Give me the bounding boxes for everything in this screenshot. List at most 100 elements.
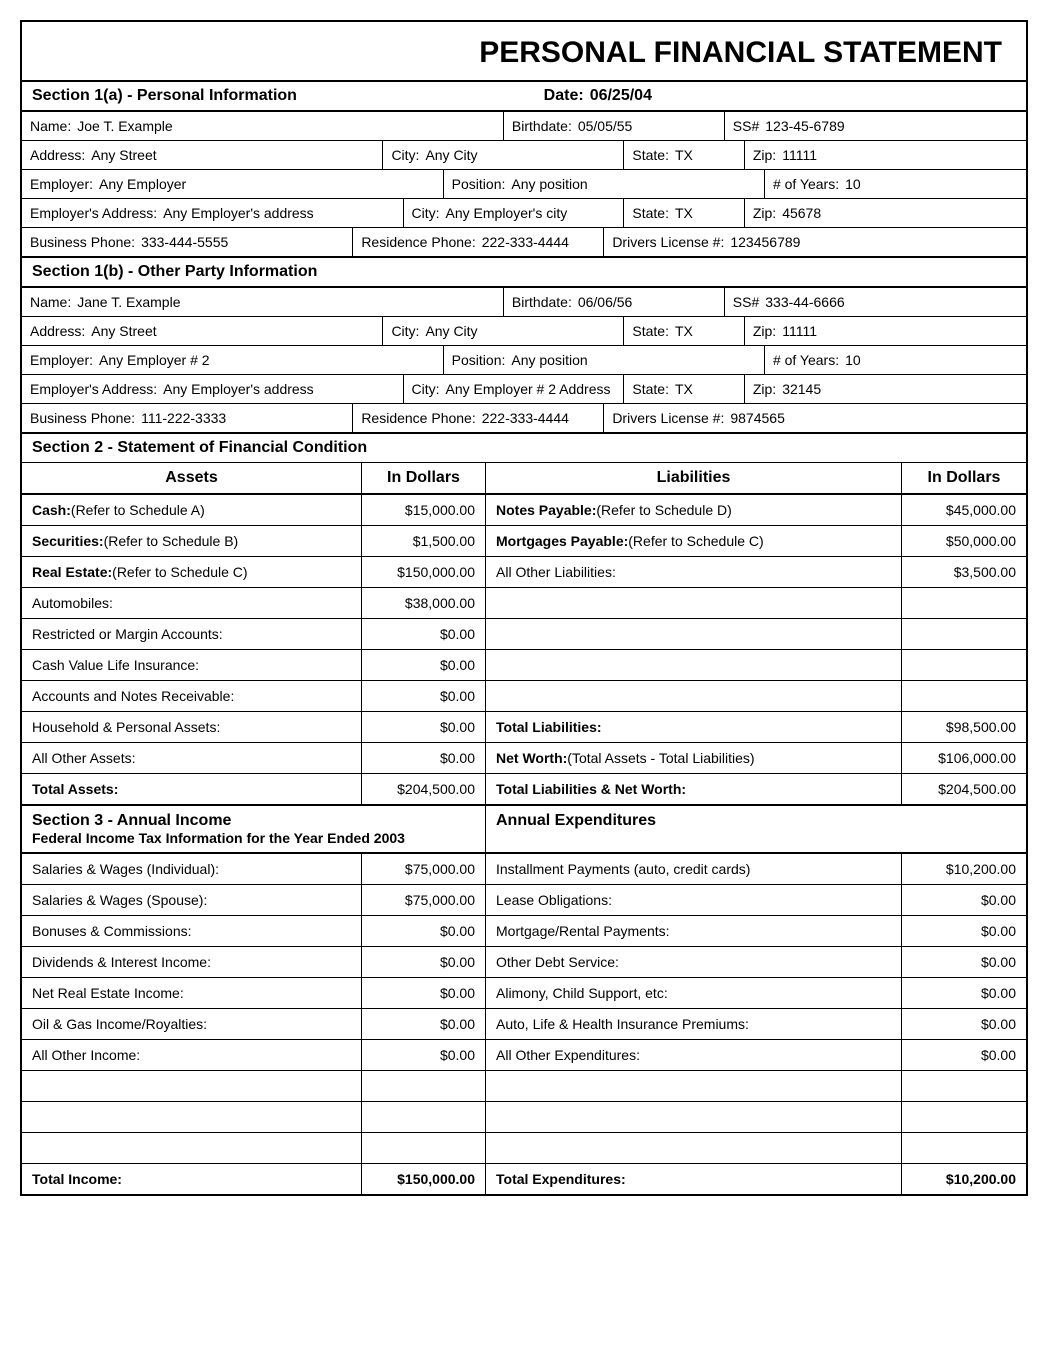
liability-label: Mortgages Payable: (Refer to Schedule C) [486,526,902,556]
pos-label: Position: [452,352,506,368]
income-amount: $0.00 [362,947,486,977]
col-in-dollars: In Dollars [362,463,486,493]
birth-label: Birthdate: [512,294,572,310]
financial-statement: PERSONAL FINANCIAL STATEMENT Section 1(a… [20,20,1028,1196]
section-3-header: Section 3 - Annual Income Federal Income… [22,806,1026,854]
ss-value: 333-44-6666 [765,294,844,310]
liability-amount: $98,500.00 [902,712,1026,742]
yrs-value: 10 [845,176,861,192]
dl-value: 9874565 [730,410,785,426]
s1a-employer-row: Employer:Any Employer Position:Any posit… [22,170,1026,199]
section-2-body: Cash: (Refer to Schedule A)$15,000.00Not… [22,495,1026,774]
col-assets: Assets [22,463,362,493]
asset-label: All Other Assets: [22,743,362,773]
asset-label: Securities: (Refer to Schedule B) [22,526,362,556]
expenditure-label: Auto, Life & Health Insurance Premiums: [486,1009,902,1039]
section-1a-header: Section 1(a) - Personal Information Date… [22,82,1026,112]
table-row: Accounts and Notes Receivable:$0.00 [22,681,1026,712]
liability-amount: $3,500.00 [902,557,1026,587]
table-row: Cash: (Refer to Schedule A)$15,000.00Not… [22,495,1026,526]
table-row: Salaries & Wages (Spouse):$75,000.00Leas… [22,885,1026,916]
city-label: City: [391,147,419,163]
state-value: TX [675,147,693,163]
total-liab-value: $204,500.00 [902,774,1026,804]
expenditure-label: All Other Expenditures: [486,1040,902,1070]
total-liab-label: Total Liabilities & Net Worth: [486,774,902,804]
yrs-label: # of Years: [773,176,839,192]
liability-label [486,619,902,649]
zip-label: Zip: [753,323,776,339]
table-row: Securities: (Refer to Schedule B)$1,500.… [22,526,1026,557]
addr-value: Any Street [91,323,156,339]
yrs-value: 10 [845,352,861,368]
expenditure-amount [902,1133,1026,1163]
liability-amount [902,681,1026,711]
yrs-label: # of Years: [773,352,839,368]
s1a-emp-address-row: Employer's Address:Any Employer's addres… [22,199,1026,228]
expenditure-label: Other Debt Service: [486,947,902,977]
emp-value: Any Employer [99,176,186,192]
total-income-label: Total Income: [22,1164,362,1194]
ezip-value: 32145 [782,381,821,397]
rphone-label: Residence Phone: [361,410,475,426]
eaddr-label: Employer's Address: [30,381,157,397]
expenditure-label: Mortgage/Rental Payments: [486,916,902,946]
expenditure-amount [902,1071,1026,1101]
expenditure-amount: $0.00 [902,885,1026,915]
liability-label: Total Liabilities: [486,712,902,742]
table-row: Bonuses & Commissions:$0.00Mortgage/Rent… [22,916,1026,947]
ezip-label: Zip: [753,205,776,221]
income-amount [362,1102,486,1132]
section-1b-title: Section 1(b) - Other Party Information [32,263,317,281]
addr-label: Address: [30,323,85,339]
estate-label: State: [632,381,669,397]
expenditure-amount: $0.00 [902,1009,1026,1039]
asset-label: Automobiles: [22,588,362,618]
name-value: Joe T. Example [77,118,172,134]
date-label: Date: [544,87,584,105]
expenditure-amount: $0.00 [902,1040,1026,1070]
col-in-dollars-2: In Dollars [902,463,1026,493]
liability-label: All Other Liabilities: [486,557,902,587]
table-row: Net Real Estate Income:$0.00Alimony, Chi… [22,978,1026,1009]
ss-value: 123-45-6789 [765,118,844,134]
total-exp-value: $10,200.00 [902,1164,1026,1194]
liability-amount: $45,000.00 [902,495,1026,525]
total-income-value: $150,000.00 [362,1164,486,1194]
zip-value: 11111 [782,323,817,339]
asset-label: Accounts and Notes Receivable: [22,681,362,711]
income-amount [362,1071,486,1101]
table-row: All Other Income:$0.00All Other Expendit… [22,1040,1026,1071]
state-value: TX [675,323,693,339]
name-value: Jane T. Example [77,294,180,310]
table-row: Restricted or Margin Accounts:$0.00 [22,619,1026,650]
expenditure-amount [902,1102,1026,1132]
asset-label: Real Estate: (Refer to Schedule C) [22,557,362,587]
eaddr-label: Employer's Address: [30,205,157,221]
table-row [22,1133,1026,1164]
dl-value: 123456789 [730,234,800,250]
addr-value: Any Street [91,147,156,163]
emp-label: Employer: [30,352,93,368]
liability-label: Net Worth: (Total Assets - Total Liabili… [486,743,902,773]
income-amount: $0.00 [362,978,486,1008]
addr-label: Address: [30,147,85,163]
col-liabilities: Liabilities [486,463,902,493]
income-label: Net Real Estate Income: [22,978,362,1008]
total-exp-label: Total Expenditures: [486,1164,902,1194]
income-amount: $0.00 [362,916,486,946]
liability-amount [902,650,1026,680]
asset-label: Household & Personal Assets: [22,712,362,742]
liability-label: Notes Payable: (Refer to Schedule D) [486,495,902,525]
table-row: Salaries & Wages (Individual):$75,000.00… [22,854,1026,885]
total-assets-label: Total Assets: [22,774,362,804]
expenditure-label [486,1133,902,1163]
city-label: City: [391,323,419,339]
table-row: Oil & Gas Income/Royalties:$0.00Auto, Li… [22,1009,1026,1040]
total-assets-value: $204,500.00 [362,774,486,804]
birth-label: Birthdate: [512,118,572,134]
ss-label: SS# [733,294,759,310]
emp-value: Any Employer # 2 [99,352,210,368]
state-label: State: [632,323,669,339]
estate-value: TX [675,205,693,221]
